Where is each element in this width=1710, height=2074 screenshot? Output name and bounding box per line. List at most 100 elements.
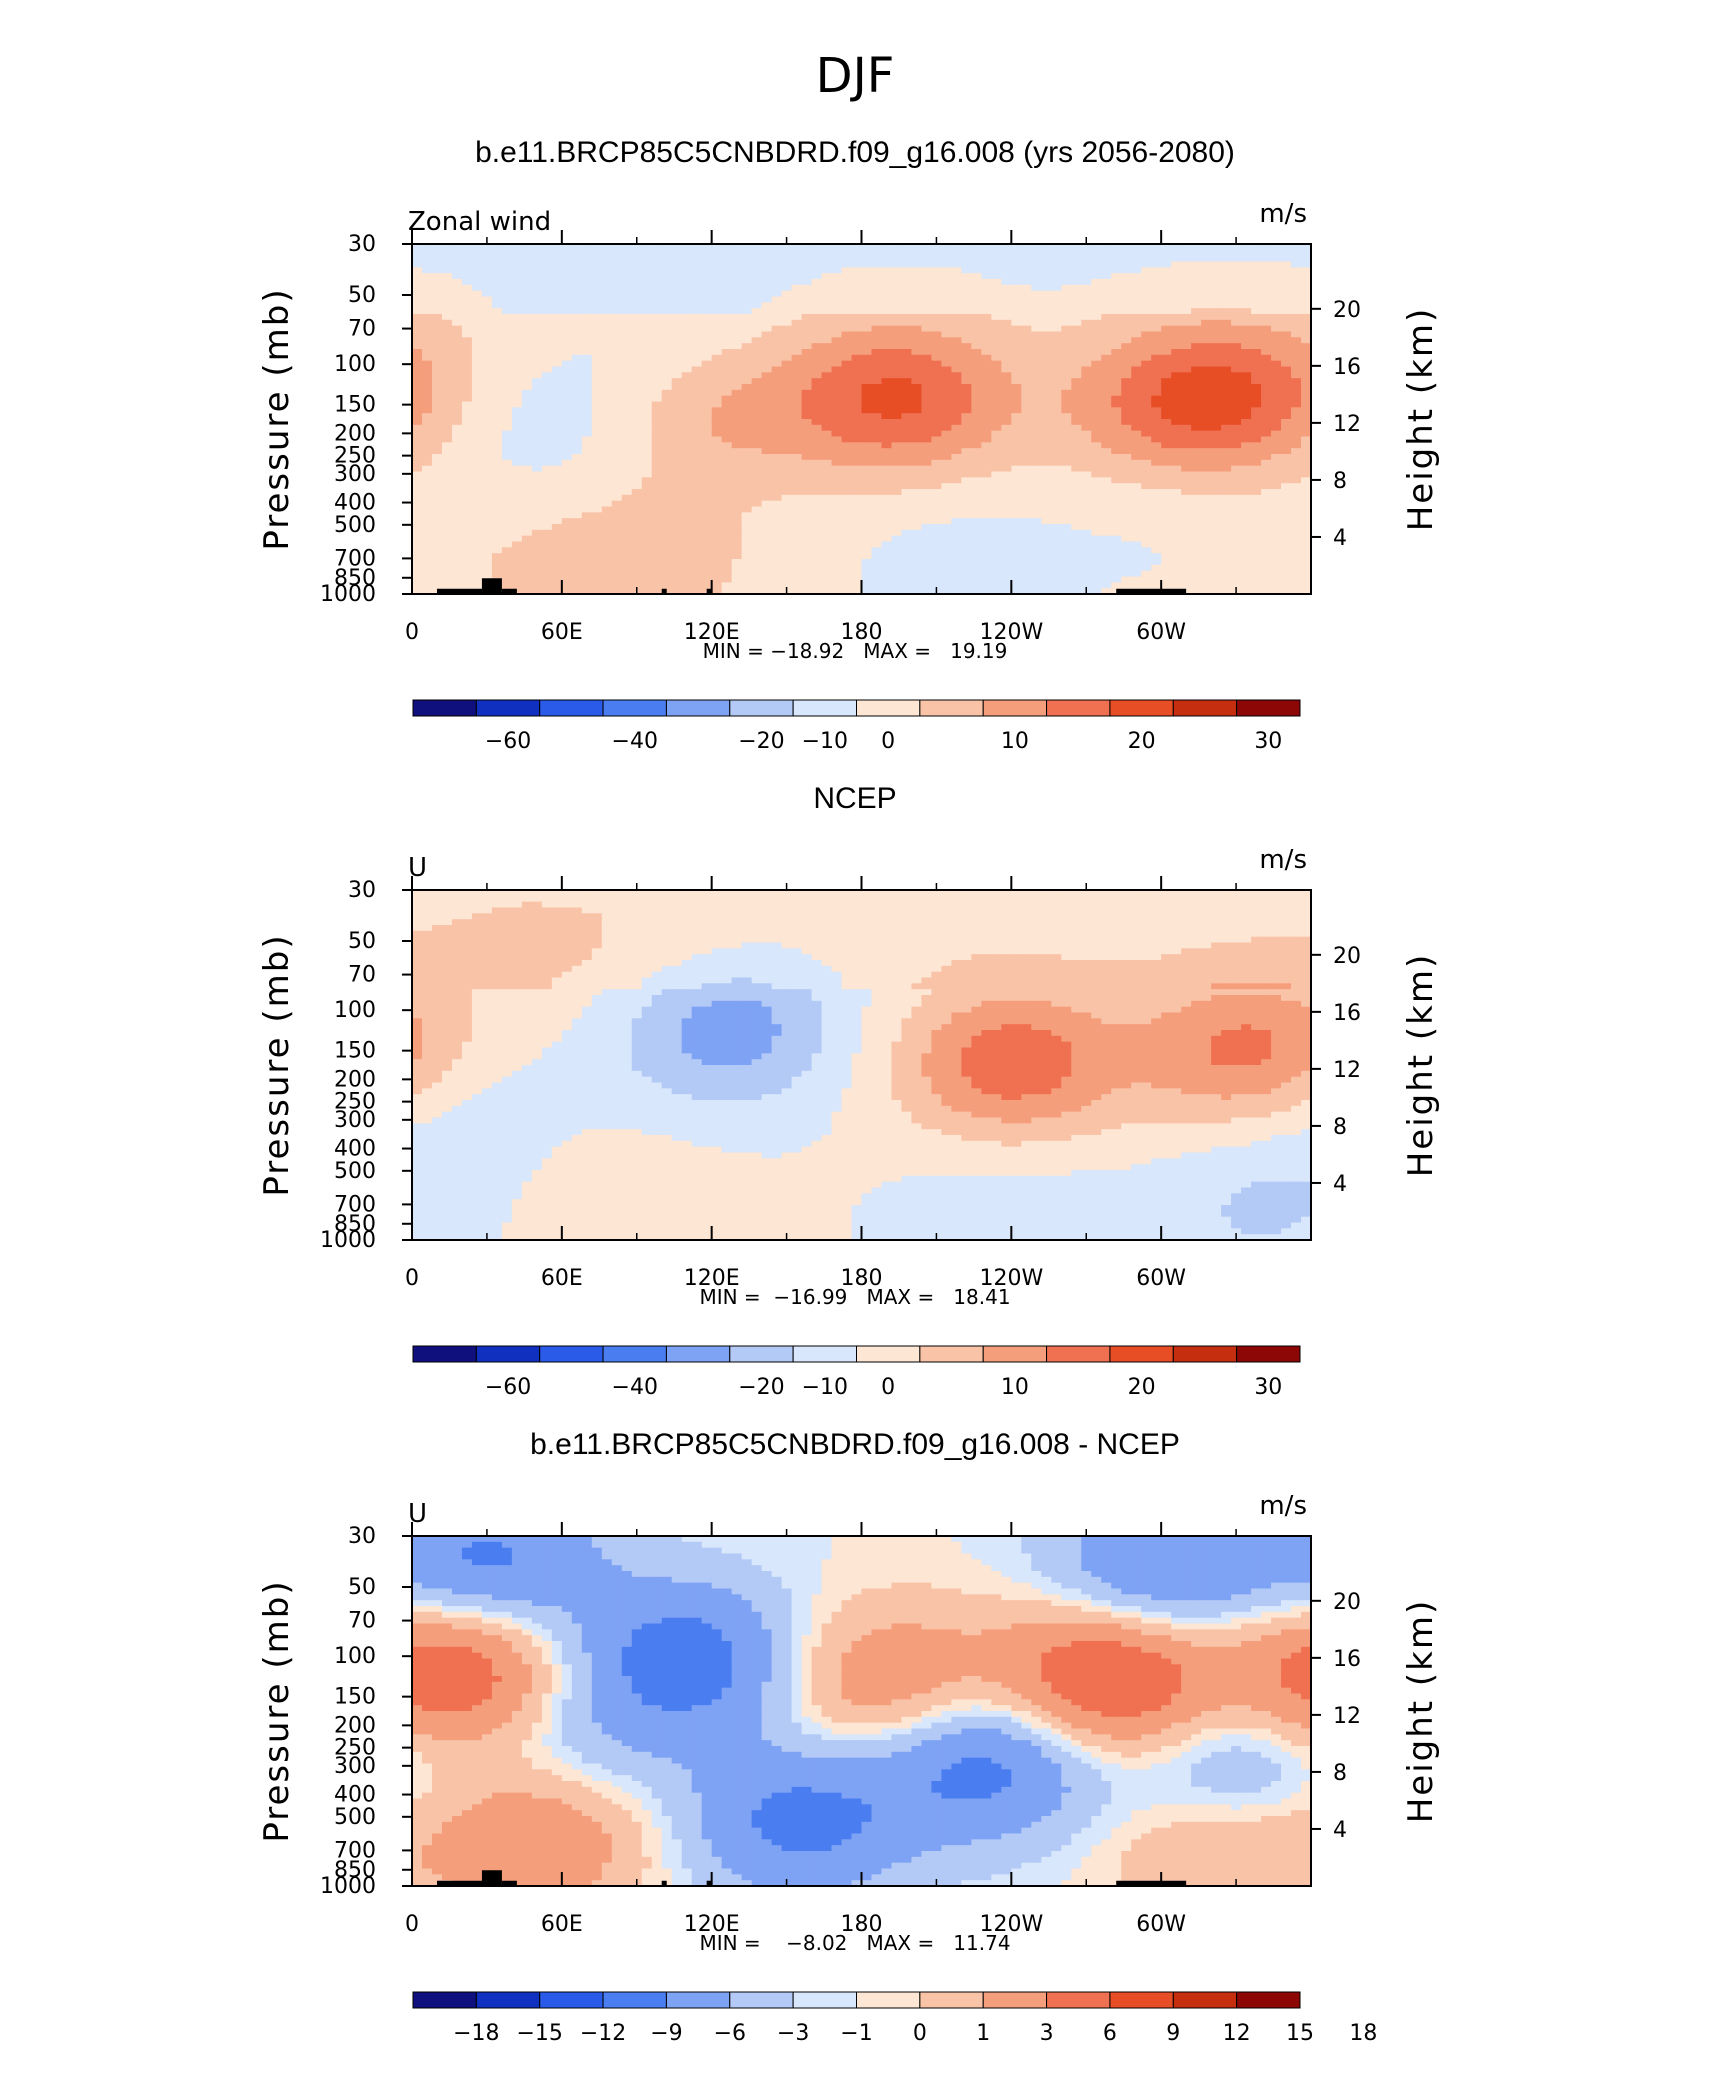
field-cell [511, 459, 523, 467]
field-cell [1301, 483, 1311, 490]
field-cell [971, 290, 982, 298]
field-cell [651, 319, 663, 327]
field-cell [731, 384, 743, 391]
field-cell [741, 366, 753, 373]
field-cell [1231, 541, 1242, 548]
field-cell [981, 430, 992, 438]
field-cell [1061, 378, 1072, 385]
field-cell [961, 343, 972, 350]
field-cell [861, 366, 873, 373]
field-cell [461, 483, 473, 490]
field-cell [651, 424, 663, 432]
field-cell [1191, 465, 1202, 473]
field-cell [951, 442, 962, 449]
field-cell [1051, 448, 1062, 455]
field-cell [801, 564, 813, 572]
field-cell [841, 354, 853, 362]
field-cell [961, 518, 972, 525]
field-cell [701, 244, 713, 251]
field-cell [801, 308, 813, 315]
field-cell [801, 436, 813, 443]
field-cell [1101, 343, 1112, 350]
field-cell [701, 436, 713, 443]
field-cell [1201, 296, 1212, 303]
field-cell [541, 424, 553, 432]
field-cell [541, 494, 553, 502]
field-cell [901, 331, 913, 338]
field-cell [1271, 360, 1282, 368]
field-cell [581, 302, 593, 309]
field-cell [821, 273, 833, 280]
field-cell [991, 500, 1002, 508]
field-cell [1221, 337, 1232, 344]
field-cell [521, 249, 533, 257]
field-cell [961, 430, 972, 438]
field-cell [851, 290, 863, 298]
field-cell [841, 424, 853, 432]
field-cell [851, 360, 863, 368]
field-cell [461, 518, 473, 525]
field-cell [1151, 436, 1162, 443]
field-cell [951, 360, 962, 368]
field-cell [1231, 343, 1242, 350]
field-cell [951, 559, 962, 566]
field-cell [471, 337, 483, 344]
field-cell [961, 442, 972, 449]
field-cell [491, 559, 503, 566]
field-cell [951, 290, 962, 298]
field-cell [1021, 401, 1032, 408]
field-cell [471, 302, 483, 309]
field-cell [681, 244, 693, 251]
field-cell [921, 372, 933, 379]
field-cell [1001, 500, 1012, 508]
field-cell [1281, 483, 1292, 490]
field-cell [1161, 524, 1172, 531]
field-cell [1151, 424, 1162, 432]
field-cell [501, 249, 513, 257]
field-cell [1091, 547, 1102, 554]
field-cell [1261, 541, 1272, 548]
field-cell [601, 413, 613, 420]
field-cell [501, 500, 513, 508]
field-cell [671, 343, 683, 350]
field-cell [481, 389, 493, 397]
field-cell [731, 541, 743, 548]
field-cell [511, 279, 523, 286]
field-cell [1171, 448, 1182, 455]
field-cell [1291, 465, 1302, 473]
field-cell [841, 459, 853, 467]
field-cell [521, 372, 533, 379]
field-cell [1231, 325, 1242, 333]
field-cell [1101, 255, 1112, 263]
field-cell [721, 337, 733, 344]
field-cell [1201, 524, 1212, 531]
field-cell [771, 372, 783, 379]
field-cell [711, 337, 723, 344]
field-cell [1161, 366, 1172, 373]
field-cell [761, 506, 773, 513]
field-cell [1101, 424, 1112, 432]
field-cell [1241, 518, 1252, 525]
field-cell [551, 524, 563, 531]
field-cell [981, 343, 992, 350]
field-cell [861, 477, 873, 484]
field-cell [851, 413, 863, 420]
field-cell [1281, 395, 1292, 403]
field-cell [851, 261, 863, 268]
field-cell [821, 372, 833, 379]
field-cell [1001, 337, 1012, 344]
field-cell [631, 436, 643, 443]
field-cell [1141, 477, 1152, 484]
field-cell [1221, 419, 1232, 426]
field-cell [1041, 308, 1052, 315]
field-cell [911, 319, 923, 327]
field-cell [1111, 290, 1122, 298]
field-cell [561, 535, 573, 543]
field-cell [1091, 372, 1102, 379]
field-cell [801, 331, 813, 338]
field-cell [751, 430, 763, 438]
field-cell [491, 267, 503, 274]
field-cell [891, 518, 903, 525]
field-cell [881, 465, 893, 473]
field-cell [1031, 459, 1042, 467]
